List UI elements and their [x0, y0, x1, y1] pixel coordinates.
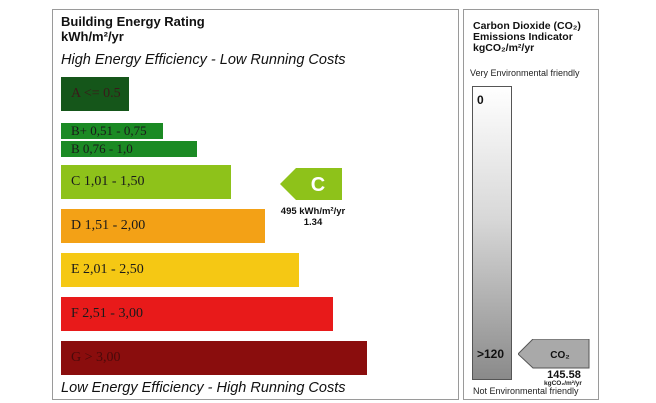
rating-bar-label: B 0,76 - 1,0: [71, 141, 133, 156]
rating-bar-8: G > 3,00: [61, 341, 367, 375]
co2-title-line3: kgCO₂/m²/yr: [473, 42, 535, 54]
co2-pointer-label: CO₂: [550, 350, 569, 361]
rating-bar-5: D 1,51 - 2,00: [61, 209, 265, 243]
rating-bar-label: E 2,01 - 2,50: [71, 262, 144, 277]
energy-rating-panel: Building Energy Rating kWh/m²/yr High En…: [52, 9, 459, 400]
co2-panel: Carbon Dioxide (CO₂) Emissions Indicator…: [463, 9, 599, 400]
rating-unit: kWh/m²/yr: [61, 29, 124, 44]
co2-pointer: CO₂: [518, 339, 590, 369]
gauge-min-label: 0: [477, 93, 484, 107]
current-value-text: 495 kWh/m²/yr: [280, 206, 346, 217]
rating-bar-2: B+ 0,51 - 0,75: [61, 123, 163, 139]
co2-top-label: Very Environmental friendly: [470, 68, 580, 78]
rating-bar-label: C 1,01 - 1,50: [71, 174, 145, 189]
rating-bar-6: E 2,01 - 2,50: [61, 253, 299, 287]
co2-title-line2: Emissions Indicator: [473, 31, 573, 43]
current-secondary-text: 1.34: [303, 217, 323, 228]
rating-bar-label: D 1,51 - 2,00: [71, 218, 146, 233]
co2-value: 145.58: [547, 369, 581, 381]
gauge-max-label: >120: [477, 347, 505, 361]
rating-bar-label: B+ 0,51 - 0,75: [71, 123, 147, 138]
current-rating-arrow: [280, 168, 342, 200]
rating-bar-label: G > 3,00: [71, 350, 121, 365]
co2-arrow: [518, 339, 590, 369]
co2-value-unit: kgCO₂/m²/yr: [544, 380, 582, 387]
current-band-letter: C: [311, 174, 325, 196]
bottom-tagline: Low Energy Efficiency - High Running Cos…: [61, 380, 346, 396]
rating-bar-3: B 0,76 - 1,0: [61, 141, 197, 157]
current-rating-pointer: C: [280, 168, 342, 200]
rating-bar-7: F 2,51 - 3,00: [61, 297, 333, 331]
co2-title-line1: Carbon Dioxide (CO₂): [473, 20, 581, 32]
co2-bottom-label: Not Environmental friendly: [473, 386, 579, 396]
rating-bar-4: C 1,01 - 1,50: [61, 165, 231, 199]
rating-title: Building Energy Rating: [61, 14, 205, 29]
rating-bar-1: A <= 0.5: [61, 77, 129, 111]
top-tagline: High Energy Efficiency - Low Running Cos…: [61, 52, 346, 68]
co2-gauge: 0 >120: [472, 86, 512, 380]
rating-bar-label: F 2,51 - 3,00: [71, 306, 143, 321]
rating-bar-label: A <= 0.5: [71, 86, 121, 101]
